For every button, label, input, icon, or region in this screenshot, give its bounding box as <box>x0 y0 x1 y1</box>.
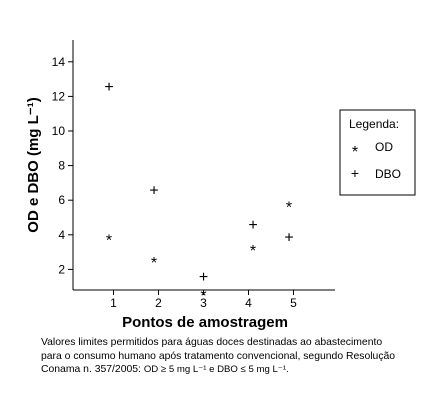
caption-line-1: Valores limites permitidos para águas do… <box>41 337 383 348</box>
dbo-point: + <box>248 217 257 234</box>
dbo-point: + <box>284 229 293 246</box>
y-tick-label: 10 <box>52 124 66 138</box>
od-point: * <box>286 200 292 217</box>
y-tick-label: 2 <box>58 262 65 276</box>
caption: Valores limites permitidos para águas do… <box>41 336 439 377</box>
y-axis-label: OD e DBO (mg L⁻¹) <box>25 97 42 232</box>
legend-od-label: OD <box>375 140 393 154</box>
od-point: * <box>106 233 112 250</box>
od-point: * <box>151 255 157 272</box>
legend-box <box>339 109 416 196</box>
x-tick-label: 1 <box>110 296 117 310</box>
x-ticks: 1 2 3 4 5 <box>110 290 297 310</box>
x-tick-label: 2 <box>155 296 162 310</box>
caption-formula: OD ≥ 5 mg L⁻¹ e DBO ≤ 5 mg L⁻¹. <box>143 364 289 376</box>
x-tick-label: 3 <box>200 296 207 310</box>
y-tick-label: 8 <box>58 159 65 173</box>
caption-line-3-prefix: Conama n. 357/2005: <box>41 364 141 376</box>
x-tick-label: 4 <box>245 296 252 310</box>
od-point: * <box>250 243 256 260</box>
caption-line-3: Conama n. 357/2005: OD ≥ 5 mg L⁻¹ e DBO … <box>41 363 439 377</box>
dbo-point: + <box>199 269 208 286</box>
caption-line-2: para o consumo humano após tratamento co… <box>41 350 396 362</box>
x-tick-label: 5 <box>290 296 297 310</box>
legend: Legenda: * OD + DBO <box>339 109 416 196</box>
od-point: * <box>200 288 206 305</box>
y-tick-label: 12 <box>52 89 66 103</box>
y-ticks: 2 4 6 8 10 12 14 <box>52 55 73 276</box>
legend-title: Legenda: <box>349 117 399 131</box>
y-tick-label: 14 <box>52 55 66 69</box>
legend-od-marker: * <box>352 144 358 161</box>
dbo-point: + <box>149 183 158 200</box>
data-points: * * * * * + + + + + <box>104 79 293 305</box>
dbo-point: + <box>104 79 113 96</box>
legend-dbo-marker: + <box>351 165 359 181</box>
y-tick-label: 6 <box>58 193 65 207</box>
y-tick-label: 4 <box>58 228 65 242</box>
x-axis-label: Pontos de amostragem <box>122 314 288 330</box>
legend-dbo-label: DBO <box>375 167 401 181</box>
